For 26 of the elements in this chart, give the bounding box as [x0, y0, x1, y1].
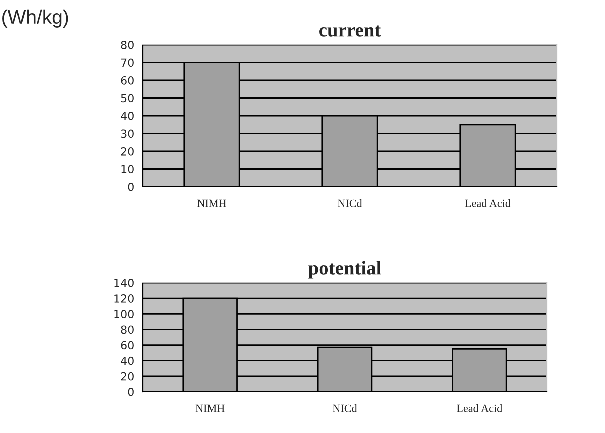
- x-tick-label: Lead Acid: [457, 404, 503, 412]
- x-tick-label: NICd: [338, 200, 362, 208]
- y-tick-label: 20: [121, 372, 134, 381]
- chart-title: current: [320, 26, 382, 37]
- y-tick-label: 60: [121, 341, 134, 350]
- y-tick-label: 100: [114, 310, 134, 319]
- x-tick-label: NIMH: [198, 200, 226, 208]
- chart-title: potential: [308, 261, 382, 279]
- y-tick-label: 0: [128, 182, 134, 192]
- x-tick-label: Lead Acid: [465, 200, 511, 208]
- y-tick-label: 30: [121, 130, 134, 138]
- y-tick-label: 40: [121, 356, 134, 366]
- y-tick-label: 40: [121, 112, 134, 120]
- y-tick-label: 10: [122, 165, 134, 174]
- y-tick-label: 50: [121, 94, 134, 103]
- y-axis-title: (Wh/kg): [2, 10, 68, 28]
- y-tick-label: 140: [114, 278, 134, 288]
- x-tick-label: NICd: [332, 404, 358, 412]
- y-tick-label: 80: [121, 40, 134, 50]
- y-tick-label: 60: [121, 76, 134, 85]
- x-tick-label: NIMH: [196, 404, 225, 412]
- y-tick-label: 20: [121, 147, 134, 156]
- y-tick-label: 120: [114, 294, 134, 303]
- y-tick-label: 70: [121, 58, 134, 68]
- y-tick-label: 0: [128, 388, 134, 396]
- y-tick-label: 80: [121, 326, 134, 334]
